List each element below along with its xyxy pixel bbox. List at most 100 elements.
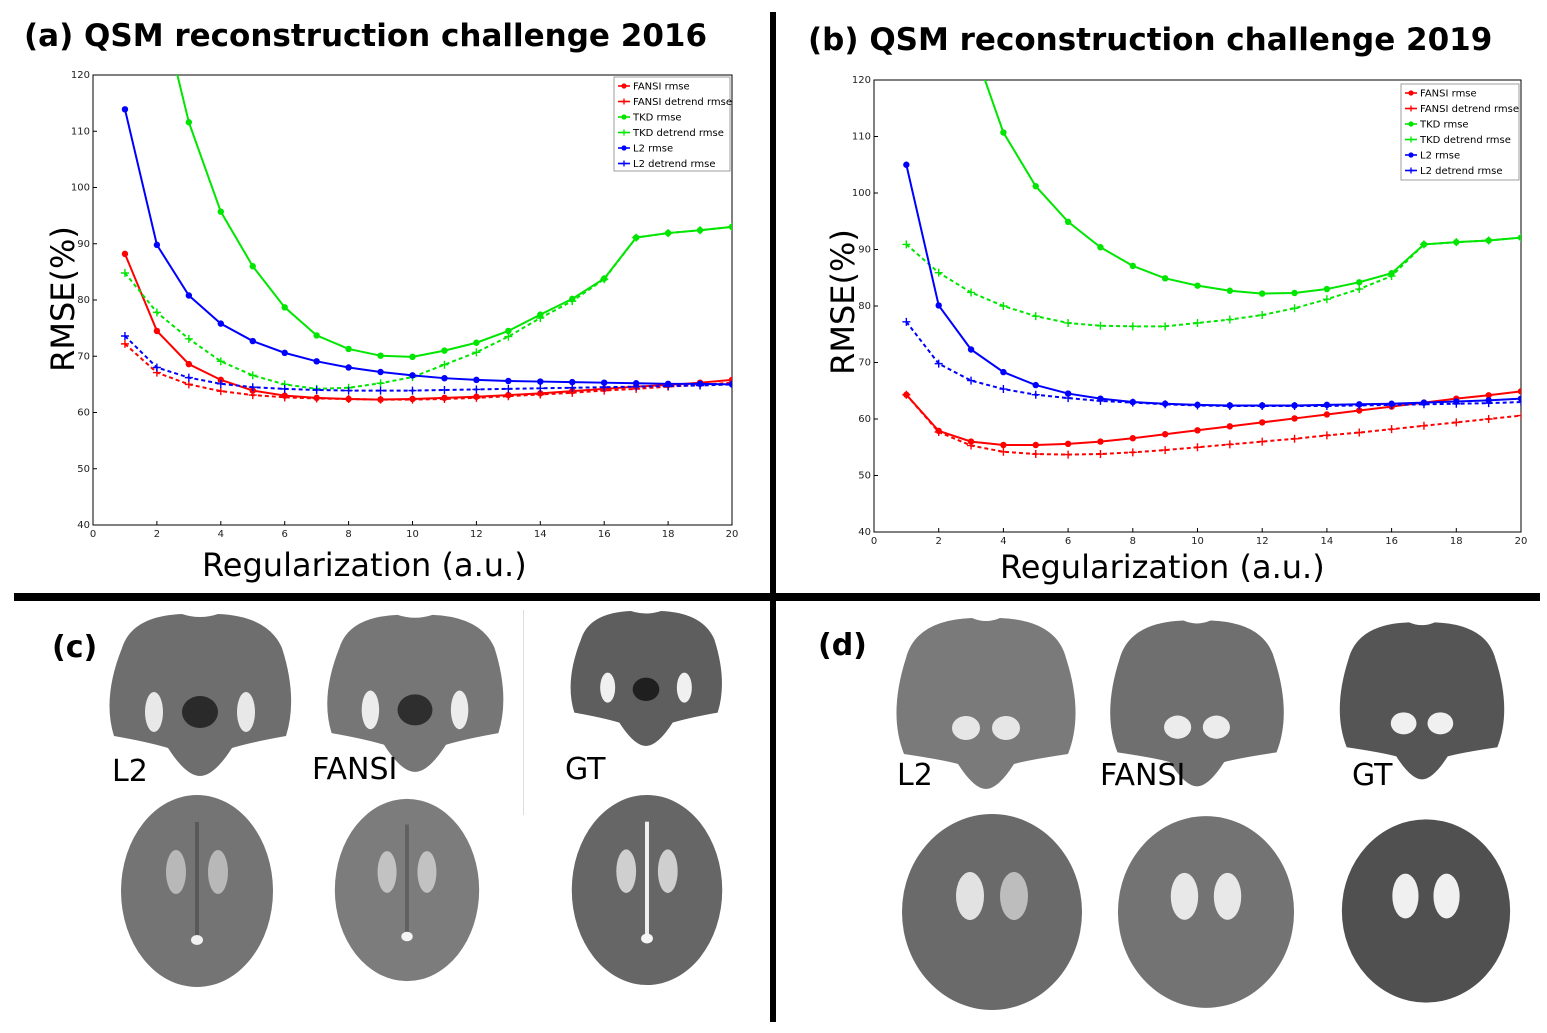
- data-point: [999, 385, 1008, 394]
- data-point: [473, 376, 480, 384]
- chart-a-ylabel: RMSE(%): [43, 226, 82, 372]
- data-point: [1387, 272, 1396, 281]
- y-tick-label: 40: [77, 520, 90, 531]
- data-point: [441, 374, 448, 382]
- data-point: [601, 379, 608, 386]
- data-point: [696, 226, 705, 235]
- data-point: [153, 241, 161, 249]
- data-point: [1129, 435, 1136, 442]
- data-point: [1097, 438, 1104, 445]
- data-point: [967, 376, 976, 385]
- y-tick-label: 80: [858, 301, 871, 312]
- data-point: [153, 327, 161, 335]
- legend-marker: [1408, 136, 1414, 143]
- y-tick-label: 110: [71, 126, 90, 137]
- data-point: [999, 447, 1008, 456]
- data-point: [728, 222, 732, 231]
- brain-c-fansi-axial: [334, 798, 480, 982]
- brain-c-fansi-coronal: [327, 614, 504, 772]
- y-tick-label: 110: [852, 132, 871, 143]
- legend-marker: [1408, 152, 1414, 158]
- data-point: [903, 161, 910, 168]
- horizontal-divider: [14, 593, 1540, 601]
- x-tick-label: 8: [345, 529, 351, 540]
- data-point: [1517, 411, 1521, 420]
- data-point: [1258, 402, 1267, 411]
- legend-entry: L2 rmse: [1420, 151, 1460, 162]
- data-point: [934, 427, 943, 436]
- y-tick-label: 40: [858, 527, 871, 538]
- data-point: [313, 358, 320, 365]
- data-point: [280, 384, 289, 393]
- legend-marker: [621, 160, 627, 167]
- data-point: [1194, 427, 1201, 434]
- y-tick-label: 50: [77, 464, 90, 475]
- data-point: [1290, 434, 1299, 443]
- data-point: [728, 380, 732, 389]
- legend-marker: [621, 98, 627, 105]
- data-point: [376, 395, 385, 404]
- data-point: [1129, 262, 1136, 270]
- data-point: [967, 346, 975, 353]
- data-point: [376, 379, 385, 388]
- data-point: [504, 332, 513, 341]
- data-point: [184, 380, 193, 389]
- data-point: [377, 352, 384, 359]
- brain-c-gt-label: GT: [565, 752, 606, 787]
- brain-d-fansi-coronal: [1110, 620, 1284, 787]
- data-point: [185, 119, 193, 126]
- data-point: [1356, 407, 1363, 414]
- y-tick-label: 100: [852, 188, 871, 199]
- data-point: [1291, 289, 1298, 297]
- series-line-FANSI-detrend-rmse: [124, 343, 732, 401]
- data-point: [120, 269, 129, 277]
- data-point: [1128, 322, 1137, 331]
- data-point: [1225, 315, 1234, 324]
- data-point: [344, 386, 353, 395]
- vertical-divider: [770, 12, 776, 1022]
- data-point: [1323, 411, 1331, 418]
- x-tick-label: 14: [534, 529, 547, 540]
- x-tick-label: 6: [1065, 536, 1071, 547]
- legend-marker: [1408, 167, 1414, 174]
- data-point: [281, 304, 288, 311]
- data-point: [216, 387, 225, 396]
- x-tick-label: 14: [1321, 536, 1334, 547]
- data-point: [1355, 401, 1364, 410]
- data-point: [377, 368, 384, 376]
- legend-marker: [621, 83, 627, 89]
- y-tick-label: 80: [77, 295, 90, 306]
- data-point: [934, 268, 943, 277]
- data-point: [1161, 446, 1170, 455]
- data-point: [902, 317, 911, 326]
- data-point: [1452, 418, 1461, 427]
- y-tick-label: 90: [858, 245, 871, 256]
- data-point: [536, 314, 545, 322]
- legend-entry: FANSI rmse: [633, 82, 690, 93]
- data-point: [902, 390, 911, 399]
- data-point: [1193, 401, 1202, 410]
- data-point: [440, 395, 449, 403]
- data-point: [504, 392, 513, 401]
- data-point: [473, 339, 480, 346]
- chart-b-xlabel: Regularization (a.u.): [1000, 548, 1325, 586]
- chart-a-xlabel: Regularization (a.u.): [202, 546, 527, 584]
- data-point: [1096, 396, 1105, 405]
- series-line-FANSI-detrend-rmse: [905, 394, 1521, 456]
- data-point: [248, 383, 257, 392]
- data-point: [121, 250, 129, 258]
- legend-entry: L2 rmse: [633, 144, 673, 155]
- data-point: [934, 359, 943, 368]
- data-point: [1097, 244, 1104, 251]
- data-point: [1193, 318, 1202, 327]
- data-point: [1064, 318, 1073, 327]
- legend-entry: L2 detrend rmse: [1420, 166, 1502, 177]
- data-point: [1128, 448, 1137, 457]
- x-tick-label: 20: [1515, 536, 1528, 547]
- series-group: [902, 80, 1521, 459]
- legend-entry: TKD rmse: [1419, 120, 1469, 131]
- data-point: [1290, 304, 1299, 313]
- legend-box: [613, 76, 731, 172]
- data-point: [1032, 183, 1039, 190]
- y-tick-label: 60: [77, 408, 90, 419]
